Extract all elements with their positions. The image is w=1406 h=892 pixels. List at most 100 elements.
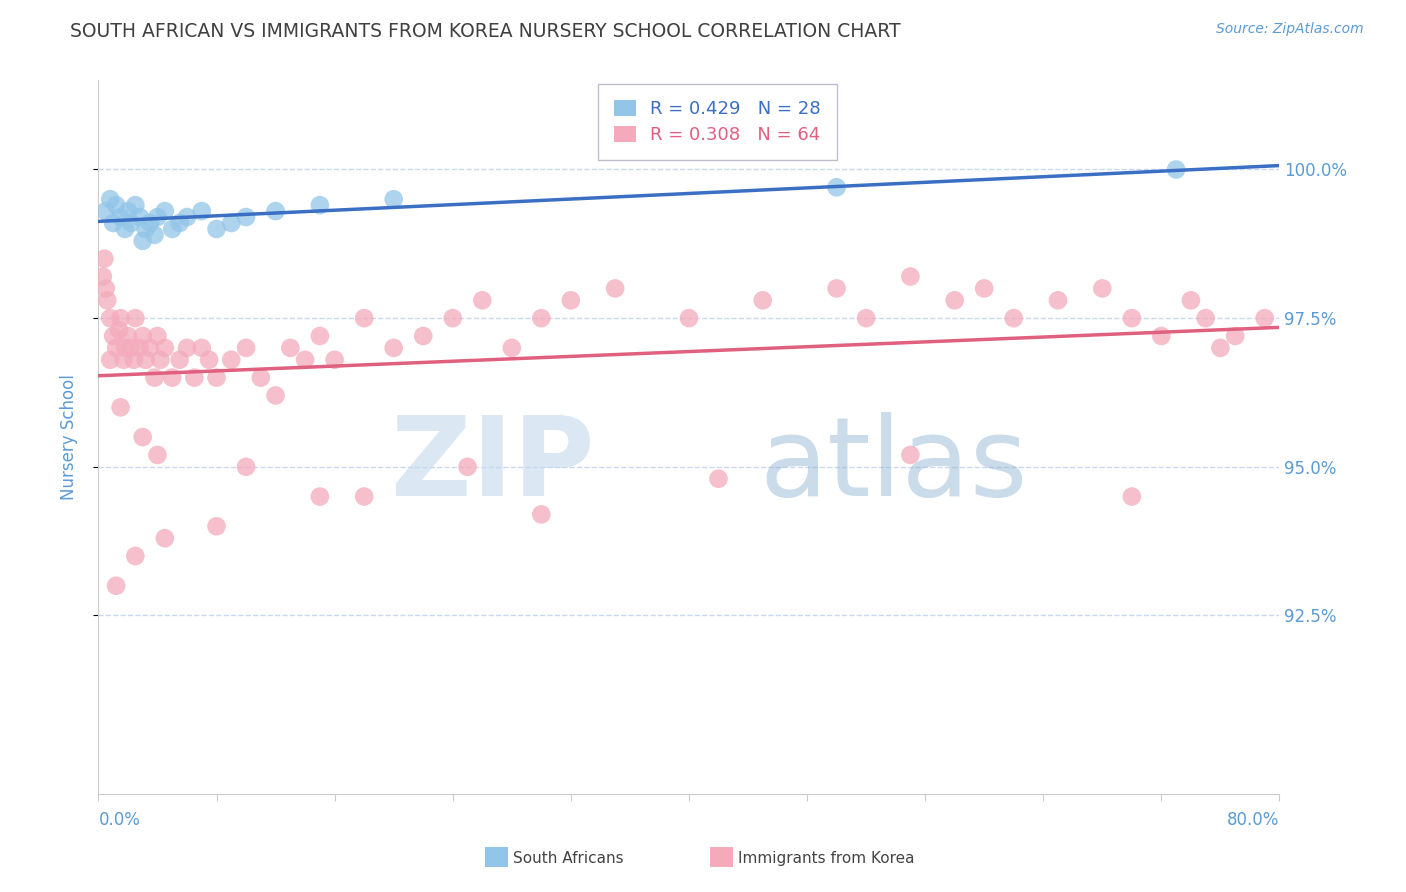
Point bbox=[94, 204, 117, 219]
Point bbox=[1150, 329, 1173, 343]
Point bbox=[139, 216, 162, 230]
Point bbox=[96, 293, 118, 308]
Point bbox=[169, 352, 191, 367]
Text: 0.0%: 0.0% bbox=[98, 811, 141, 829]
Point bbox=[146, 210, 169, 224]
Point bbox=[309, 490, 332, 504]
Point bbox=[110, 210, 132, 224]
Point bbox=[128, 210, 150, 224]
Point bbox=[176, 341, 198, 355]
Point bbox=[1121, 490, 1143, 504]
Point bbox=[98, 352, 121, 367]
Legend: R = 0.429   N = 28, R = 0.308   N = 64: R = 0.429 N = 28, R = 0.308 N = 64 bbox=[603, 89, 832, 154]
Point bbox=[1195, 311, 1218, 326]
Point bbox=[412, 329, 434, 343]
Point bbox=[103, 329, 125, 343]
Point bbox=[132, 234, 155, 248]
Point bbox=[278, 341, 302, 355]
Point bbox=[1002, 311, 1025, 326]
Point bbox=[323, 352, 346, 367]
Point bbox=[153, 204, 176, 219]
Point bbox=[250, 370, 273, 384]
Point bbox=[1046, 293, 1069, 308]
Point bbox=[176, 210, 198, 224]
Point bbox=[114, 222, 136, 236]
Text: Immigrants from Korea: Immigrants from Korea bbox=[738, 851, 915, 865]
Point bbox=[124, 549, 146, 563]
Point bbox=[169, 216, 191, 230]
Point bbox=[91, 269, 114, 284]
Point bbox=[825, 281, 848, 295]
Point bbox=[943, 293, 966, 308]
Point bbox=[128, 341, 150, 355]
Point bbox=[235, 210, 257, 224]
Point bbox=[149, 352, 172, 367]
Point bbox=[1164, 162, 1187, 177]
Point bbox=[264, 388, 287, 402]
Point bbox=[117, 204, 139, 219]
Point bbox=[825, 180, 848, 194]
Point bbox=[471, 293, 494, 308]
Point bbox=[122, 352, 145, 367]
Point bbox=[855, 311, 877, 326]
Point bbox=[112, 352, 135, 367]
Point bbox=[198, 352, 221, 367]
Text: atlas: atlas bbox=[759, 412, 1028, 519]
Point bbox=[1180, 293, 1202, 308]
Point bbox=[973, 281, 995, 295]
Text: SOUTH AFRICAN VS IMMIGRANTS FROM KOREA NURSERY SCHOOL CORRELATION CHART: SOUTH AFRICAN VS IMMIGRANTS FROM KOREA N… bbox=[70, 22, 901, 41]
Point bbox=[560, 293, 582, 308]
Point bbox=[143, 370, 166, 384]
Point bbox=[110, 311, 132, 326]
Point bbox=[309, 198, 332, 212]
Point bbox=[441, 311, 464, 326]
Point bbox=[205, 519, 228, 533]
Point bbox=[456, 459, 478, 474]
Point bbox=[108, 323, 131, 337]
Point bbox=[1254, 311, 1277, 326]
Point bbox=[105, 341, 128, 355]
Point bbox=[221, 216, 243, 230]
Point bbox=[501, 341, 523, 355]
Point bbox=[120, 216, 142, 230]
Text: 80.0%: 80.0% bbox=[1227, 811, 1279, 829]
Point bbox=[139, 341, 162, 355]
Point bbox=[162, 370, 183, 384]
Point bbox=[309, 329, 332, 343]
Text: South Africans: South Africans bbox=[513, 851, 624, 865]
Point bbox=[105, 198, 128, 212]
Point bbox=[124, 198, 146, 212]
Point bbox=[235, 459, 257, 474]
Point bbox=[124, 311, 146, 326]
Y-axis label: Nursery School: Nursery School bbox=[59, 374, 77, 500]
Point bbox=[530, 508, 553, 522]
Point bbox=[153, 531, 176, 545]
Point bbox=[1209, 341, 1232, 355]
Point bbox=[191, 204, 214, 219]
Point bbox=[103, 216, 125, 230]
Point bbox=[120, 341, 142, 355]
Point bbox=[1091, 281, 1114, 295]
Point bbox=[93, 252, 115, 266]
Point bbox=[162, 222, 183, 236]
Point bbox=[143, 227, 166, 242]
Point bbox=[264, 204, 287, 219]
Point bbox=[191, 341, 214, 355]
Point bbox=[183, 370, 205, 384]
Point bbox=[146, 329, 169, 343]
Point bbox=[1121, 311, 1143, 326]
Text: ZIP: ZIP bbox=[391, 412, 595, 519]
Point bbox=[1223, 329, 1246, 343]
Point bbox=[294, 352, 316, 367]
Point bbox=[105, 579, 128, 593]
Point bbox=[98, 311, 121, 326]
Point bbox=[900, 448, 922, 462]
Point bbox=[353, 490, 375, 504]
Text: Source: ZipAtlas.com: Source: ZipAtlas.com bbox=[1216, 22, 1364, 37]
Point bbox=[117, 329, 139, 343]
Point bbox=[235, 341, 257, 355]
Point bbox=[114, 341, 136, 355]
Point bbox=[382, 192, 405, 206]
Point bbox=[132, 430, 155, 444]
Point bbox=[94, 281, 117, 295]
